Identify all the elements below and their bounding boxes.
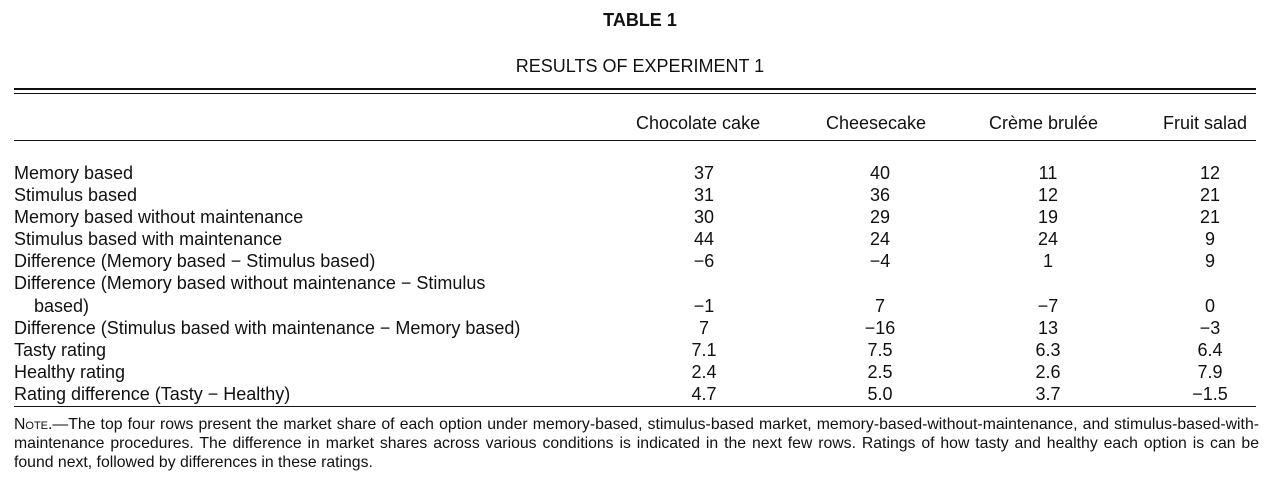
table-cell: 21 [1199,207,1221,228]
top-rule-inner [14,93,1256,94]
row-label: Memory based [14,162,574,184]
row-label-line: Difference (Memory based without mainten… [14,273,486,294]
header-rule [14,140,1256,141]
table-cell: −6 [693,251,715,272]
row-label-line: Tasty rating [14,339,107,360]
table-note: Note.—The top four rows present the mark… [14,415,1259,472]
column-header-fruit-salad: Fruit salad [1163,113,1248,133]
table-cell: 12 [1199,163,1221,183]
table-row: Difference (Memory based − Stimulus base… [14,250,1256,272]
table-cell: −3 [1199,317,1221,338]
row-label-line: Difference (Stimulus based with maintena… [14,317,521,338]
row-label: Rating difference (Tasty − Healthy) [14,383,574,405]
row-label: Difference (Stimulus based with maintena… [14,317,574,339]
column-header-cheesecake: Cheesecake [826,113,927,133]
table-row: Difference (Memory based without mainten… [14,272,1256,316]
table-cell: 13 [1037,317,1059,338]
top-rule [14,88,1256,90]
table-cell: 2.6 [1035,361,1061,382]
table-cell: 5.0 [867,383,893,404]
table-row: Rating difference (Tasty − Healthy) 4.7 5.… [14,383,1256,405]
table-cell: 21 [1199,185,1221,206]
table-cell: 11 [1038,163,1058,183]
table-cell: 7 [698,317,709,338]
table-row: Stimulus based 31 36 12 21 [14,184,1256,206]
table-cell: −7 [1037,295,1059,316]
table-cell: 30 [693,207,715,228]
row-label-line: Healthy rating [14,361,126,382]
table-cell: 3.7 [1035,383,1061,404]
row-label-line: Stimulus based with maintenance [14,229,283,250]
table-row: Tasty rating 7.1 7.5 6.3 6.4 [14,339,1256,361]
table-cell: 24 [1037,229,1059,250]
row-label-continuation: based) [34,295,90,316]
table-row: Healthy rating 2.4 2.5 2.6 7.9 [14,361,1256,383]
table-body: Memory based 37 40 11 12 Stimulus based 31 36 12… [14,162,1256,405]
row-label: Healthy rating [14,361,574,383]
table-cell: 19 [1037,207,1059,228]
table-cell: −1 [693,295,715,316]
table-cell: 24 [869,229,891,250]
row-label: Memory based without maintenance [14,206,574,228]
row-label-line: Rating difference (Tasty − Healthy) [14,383,291,404]
table-subtitle: RESULTS OF EXPERIMENT 1 [515,56,765,76]
table-cell: −16 [864,317,896,338]
table-cell: 4.7 [691,383,717,404]
table-cell: 2.4 [691,361,717,382]
table-cell: 7.9 [1197,361,1223,382]
table-cell: 40 [869,163,891,183]
table-cell: 1 [1042,251,1053,272]
table-cell: 36 [869,185,891,206]
row-label-line: Difference (Memory based − Stimulus base… [14,251,376,272]
table-cell: 29 [869,207,891,228]
table-cell: 9 [1204,251,1215,272]
table-cell: 37 [693,163,715,183]
row-label-line: Stimulus based [14,185,138,206]
row-label: Stimulus based with maintenance [14,228,574,250]
table-cell: 7.1 [691,339,717,360]
table-cell: 0 [1204,295,1215,316]
note-text: —The top four rows present the market sh… [14,416,1259,471]
table-cell: 31 [693,185,715,206]
table-cell: 6.4 [1197,339,1223,360]
table-row: Stimulus based with maintenance 44 24 24 9 [14,228,1256,250]
table-row: Memory based without maintenance 30 29 19 21 [14,206,1256,228]
note-lead: Note. [14,416,53,433]
column-header-creme-brulee: Crème brulée [989,113,1099,133]
table-title: TABLE 1 [603,10,677,30]
table-cell: 44 [693,229,715,250]
row-label-line: Memory based [14,163,134,183]
bottom-rule [14,406,1256,407]
column-header-chocolate-cake: Chocolate cake [636,113,761,133]
table-cell: 7 [874,295,885,316]
table-row: Difference (Stimulus based with maintena… [14,317,1256,339]
table-cell: 2.5 [867,361,893,382]
row-label: Difference (Memory based without mainten… [14,272,574,316]
table-cell: 12 [1037,185,1059,206]
row-label: Tasty rating [14,339,574,361]
row-label: Difference (Memory based − Stimulus base… [14,250,574,272]
table-cell: 9 [1204,229,1215,250]
table-cell: −4 [869,251,891,272]
table-cell: 6.3 [1035,339,1061,360]
table-row: Memory based 37 40 11 12 [14,162,1256,184]
table-cell: −1.5 [1192,383,1228,404]
table-cell: 7.5 [867,339,893,360]
row-label-line: Memory based without maintenance [14,207,304,228]
row-label: Stimulus based [14,184,574,206]
